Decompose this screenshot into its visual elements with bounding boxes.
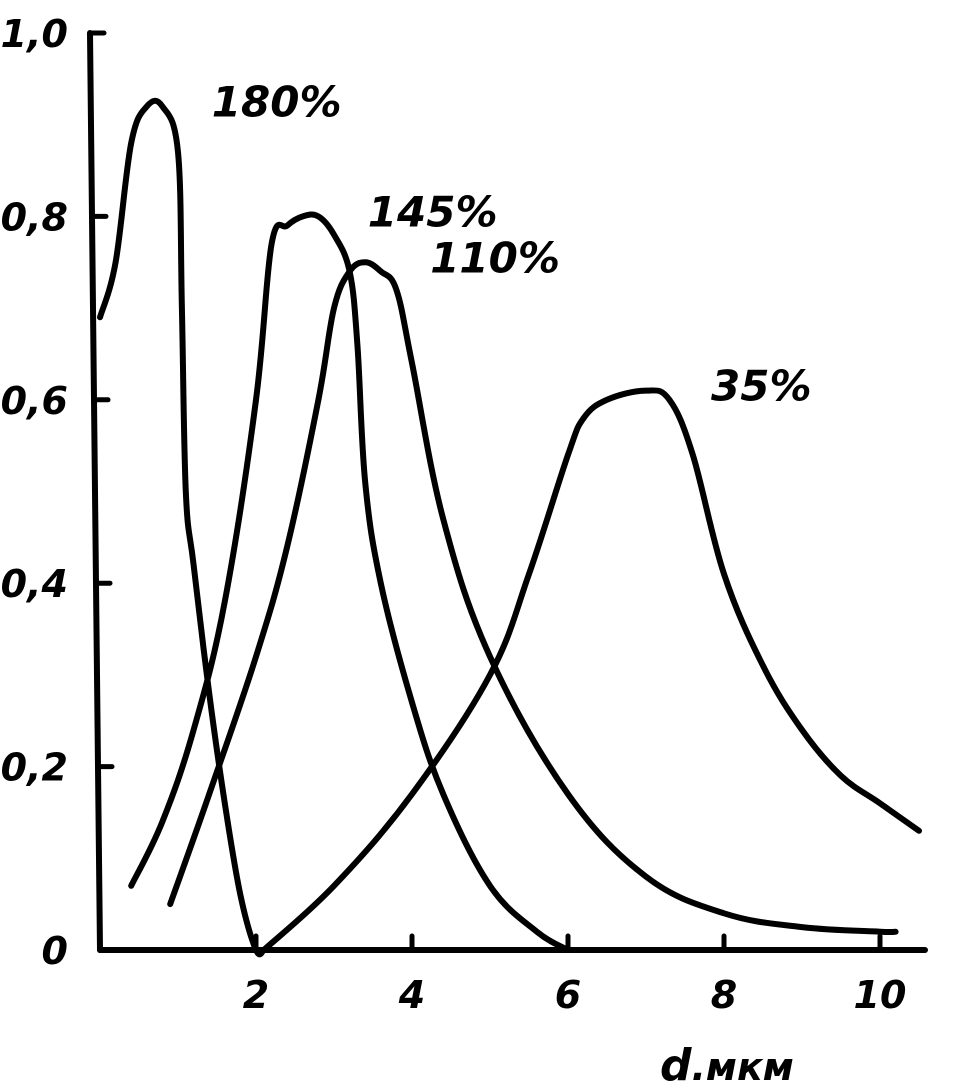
- curves: [97, 97, 922, 958]
- curve-labels: 180% 145%110% 35%: [212, 77, 812, 410]
- series-label: 110%: [430, 233, 560, 282]
- axes: [87, 30, 928, 953]
- series-line: [128, 211, 571, 953]
- y-axis-line: [87, 30, 103, 953]
- series-line: [97, 97, 267, 958]
- x-tick-label: 10: [854, 973, 907, 1017]
- series-line: [167, 259, 899, 936]
- series-label: 35%: [711, 362, 812, 411]
- x-axis-label-unit: .мкм: [692, 1045, 794, 1088]
- x-tick-label: 2: [243, 973, 269, 1017]
- series-line: [260, 387, 922, 953]
- y-tick-label: 1,0: [1, 12, 68, 56]
- series-label: 180%: [212, 77, 342, 126]
- x-tick-label: 4: [398, 973, 425, 1017]
- y-tick-label: 0,6: [1, 379, 68, 423]
- y-tick-label: 0,8: [1, 195, 68, 239]
- x-tick-label: 6: [555, 973, 581, 1017]
- x-axis-label: d.мкм: [660, 1040, 794, 1088]
- x-tick-label: 8: [711, 973, 737, 1017]
- y-tick-label: 0,4: [1, 562, 68, 606]
- y-tick-label: 0: [42, 929, 68, 973]
- tick-labels: 2 4 6 8 10 0 0,2 0,4 0,6 0,8 1,0: [1, 12, 907, 1017]
- ticks: [87, 30, 883, 953]
- y-tick-label: 0,2: [1, 746, 68, 790]
- series-label: 145%: [368, 187, 498, 236]
- x-axis-label-letter: d: [660, 1040, 692, 1088]
